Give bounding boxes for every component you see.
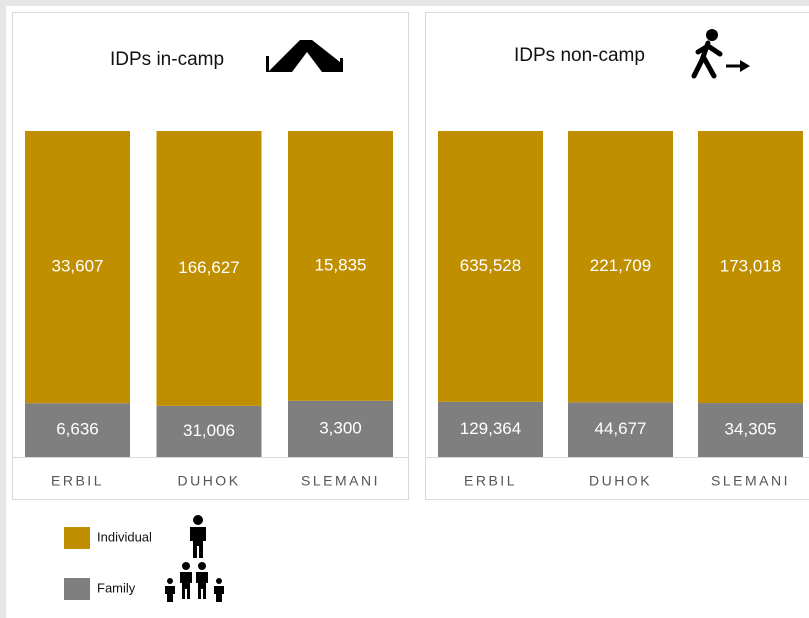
bar-segment bbox=[156, 131, 262, 406]
walker-icon bbox=[691, 29, 750, 79]
chart-title: IDPs in-camp bbox=[110, 49, 224, 70]
data-label: 3,300 bbox=[319, 418, 362, 437]
x-tick-label: SLEMANI bbox=[301, 473, 380, 489]
bar-segment bbox=[288, 131, 393, 401]
data-label: 6,636 bbox=[56, 420, 99, 439]
data-label: 166,627 bbox=[178, 258, 239, 277]
x-tick-label: DUHOK bbox=[589, 473, 652, 489]
x-tick-label: DUHOK bbox=[177, 473, 240, 489]
legend-swatch bbox=[64, 527, 90, 549]
bar-segment bbox=[25, 403, 130, 457]
bar-segment bbox=[698, 131, 803, 404]
bar-segment bbox=[25, 131, 130, 404]
data-label: 173,018 bbox=[720, 257, 781, 276]
data-label: 635,528 bbox=[460, 256, 521, 275]
bar-segment bbox=[156, 405, 262, 457]
bar-segment bbox=[438, 401, 543, 457]
bar-segment bbox=[438, 131, 543, 402]
individual-icon bbox=[190, 515, 206, 558]
bar-segment bbox=[698, 403, 803, 457]
legend-label: Family bbox=[97, 580, 136, 595]
x-tick-label: ERBIL bbox=[464, 473, 517, 489]
data-label: 221,709 bbox=[590, 256, 651, 275]
legend-label: Individual bbox=[97, 529, 152, 544]
legend-swatch bbox=[64, 578, 90, 600]
data-label: 33,607 bbox=[52, 257, 104, 276]
x-tick-label: SLEMANI bbox=[711, 473, 790, 489]
bar-segment bbox=[568, 131, 673, 403]
data-label: 129,364 bbox=[460, 419, 521, 438]
tent-icon bbox=[266, 40, 343, 72]
x-tick-label: ERBIL bbox=[51, 473, 104, 489]
chart-title: IDPs non-camp bbox=[514, 45, 645, 66]
data-label: 31,006 bbox=[183, 421, 235, 440]
bar-segment bbox=[568, 402, 673, 457]
family-icon bbox=[165, 562, 224, 602]
data-label: 44,677 bbox=[595, 419, 647, 438]
bar-segment bbox=[288, 400, 393, 457]
data-label: 34,305 bbox=[725, 420, 777, 439]
data-label: 15,835 bbox=[315, 255, 367, 274]
